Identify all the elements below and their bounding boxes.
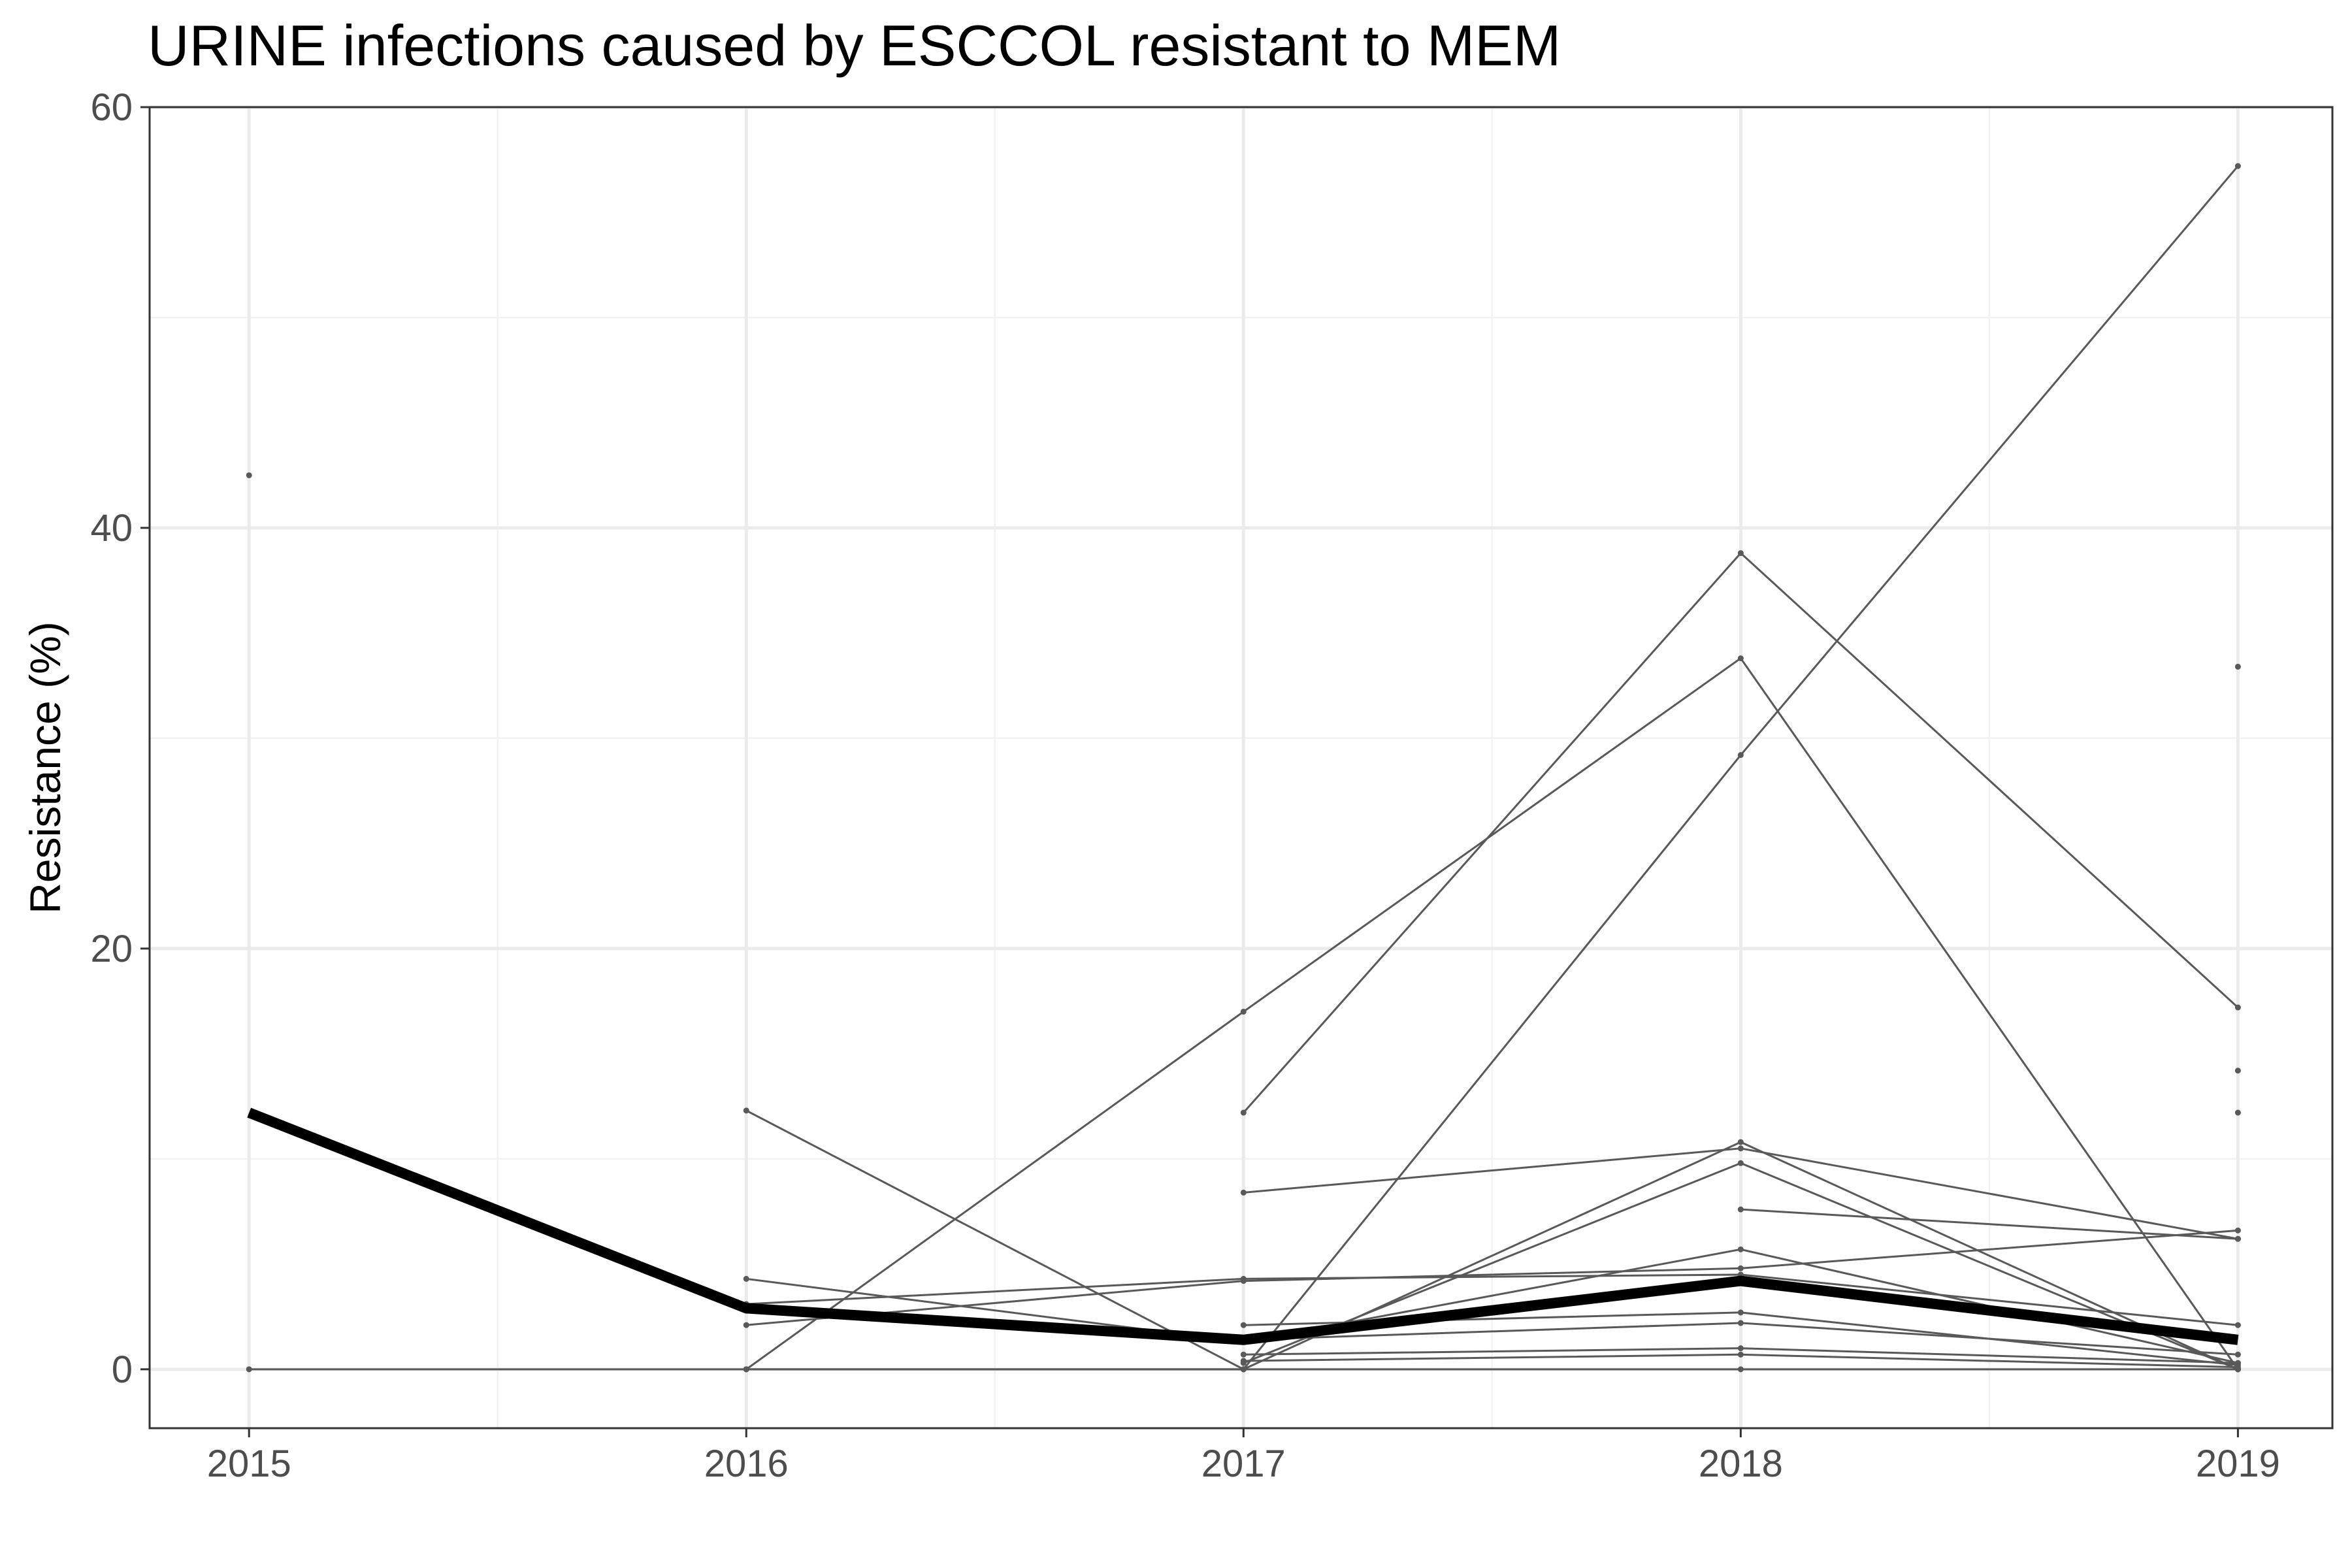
data-point	[1240, 1358, 1247, 1364]
data-point	[1737, 1139, 1744, 1145]
site-series	[246, 472, 252, 478]
data-point	[1240, 1322, 1247, 1328]
data-point	[1737, 1206, 1744, 1213]
site-series	[246, 1366, 2241, 1373]
x-tick-label: 2016	[704, 1443, 789, 1485]
y-tick-label: 0	[112, 1348, 133, 1391]
series-line	[746, 1229, 2238, 1326]
site-series	[1240, 550, 2241, 1116]
site-series	[2234, 663, 2241, 670]
data-point	[1240, 1109, 1247, 1116]
axes: 0 20 40 60 2015 2016 2017 2018 2019	[90, 86, 2279, 1485]
data-point	[1737, 1345, 1744, 1352]
data-point	[1737, 1351, 1744, 1358]
data-point	[246, 472, 252, 478]
data-point	[2234, 163, 2241, 169]
series-line	[1740, 1208, 2238, 1240]
data-point	[1737, 1320, 1744, 1326]
x-tick-label: 2017	[1201, 1443, 1286, 1485]
chart-title: URINE infections caused by ESCCOL resist…	[148, 13, 1561, 78]
data-point	[246, 1366, 252, 1373]
data-point	[1240, 1189, 1247, 1196]
y-tick-label: 20	[90, 928, 133, 970]
data-point	[2234, 1322, 2241, 1328]
series-layer	[246, 163, 2241, 1373]
mean-line	[247, 1107, 2239, 1345]
x-tick-label: 2015	[207, 1443, 291, 1485]
data-point	[2234, 1068, 2241, 1074]
data-point	[1240, 1366, 1247, 1373]
data-point	[2234, 1109, 2241, 1116]
series-line	[745, 657, 2239, 1371]
data-point	[743, 1366, 749, 1373]
data-point	[1737, 1265, 1744, 1271]
site-series	[1240, 1345, 2241, 1366]
data-point	[1737, 1246, 1744, 1252]
data-point	[743, 1107, 749, 1114]
data-point	[1240, 1008, 1247, 1015]
data-point	[1737, 752, 1744, 759]
x-tick-label: 2018	[1699, 1443, 1783, 1485]
data-point	[1240, 1351, 1247, 1358]
site-series	[1737, 1206, 2241, 1242]
series-line	[745, 1109, 1244, 1371]
series-line	[746, 1273, 2238, 1326]
data-point	[743, 1275, 749, 1282]
data-point	[2234, 1360, 2241, 1366]
data-point	[2234, 1351, 2241, 1358]
data-point	[1240, 1278, 1247, 1284]
y-axis-label: Resistance (%)	[21, 621, 69, 913]
data-point	[1737, 1309, 1744, 1316]
data-point	[2234, 1366, 2241, 1373]
data-point	[743, 1322, 749, 1328]
data-point	[1737, 1160, 1744, 1166]
x-tick-label: 2019	[2196, 1443, 2280, 1485]
site-series	[743, 1227, 2241, 1328]
data-point	[2234, 1227, 2241, 1233]
data-point	[1737, 1145, 1744, 1152]
site-series	[2234, 1109, 2241, 1116]
data-point	[1737, 1366, 1744, 1373]
y-tick-label: 60	[90, 86, 133, 129]
data-point	[2234, 1235, 2241, 1242]
mean-series	[247, 1107, 2239, 1345]
y-tick-label: 40	[90, 507, 133, 549]
site-series	[2234, 1068, 2241, 1074]
panel-border	[148, 106, 2334, 1429]
data-point	[2234, 1004, 2241, 1011]
data-point	[1737, 550, 1744, 557]
data-point	[2234, 663, 2241, 670]
data-point	[1737, 655, 1744, 662]
